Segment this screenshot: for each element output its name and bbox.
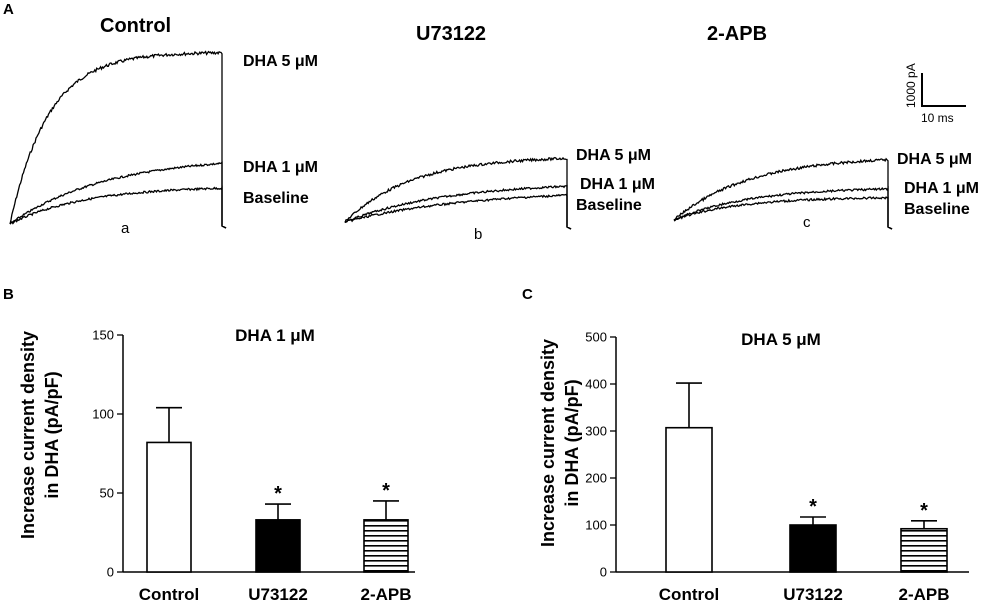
panel-letter-a: A [3, 1, 14, 18]
y-tick-label: 500 [585, 330, 607, 345]
y-tick-label: 100 [585, 518, 607, 533]
x-tick-label: Control [139, 585, 199, 604]
scale-bar-current-label: 1000 pA [904, 63, 918, 108]
y-axis-label-line: in DHA (pA/pF) [562, 379, 582, 506]
bar-chart-c: C DHA 5 μM Increase current density in DHA … [522, 286, 969, 604]
trace-control-baseline [9, 185, 227, 229]
x-tick-label: 2-APB [360, 585, 411, 604]
chart-title: DHA 1 μM [235, 326, 315, 345]
chart-title: DHA 5 μM [741, 330, 821, 349]
bar-2-apb [363, 519, 409, 573]
trace-2apb-dha5 [673, 157, 893, 230]
current-traces [9, 50, 893, 230]
bar-u73122 [255, 519, 301, 573]
trace-label-2apb-baseline: Baseline [904, 201, 970, 218]
bar-control [146, 441, 192, 573]
bar-chart-b: B DHA 1 μM Increase current density in DHA … [3, 286, 415, 604]
trace-label-u73122-dha1: DHA 1 μM [580, 176, 655, 193]
trace-u73122-dha5 [344, 156, 572, 230]
condition-title-u73122: U73122 [416, 23, 486, 45]
trace-u73122-dha1 [344, 184, 572, 230]
condition-title-control: Control [100, 15, 171, 37]
x-tick-label: 2-APB [898, 585, 949, 604]
significance-marker: * [920, 500, 928, 522]
scale-bar: 1000 pA 10 ms [904, 63, 966, 125]
trace-label-u73122-baseline: Baseline [576, 197, 642, 214]
y-tick-label: 0 [107, 565, 114, 580]
y-axis-label: Increase current density in DHA (pA/pF) [18, 331, 62, 539]
trace-label-control-dha5: DHA 5 μM [243, 53, 318, 70]
y-tick-label: 200 [585, 471, 607, 486]
y-axis-label-line: in DHA (pA/pF) [42, 371, 62, 498]
x-tick-label: U73122 [783, 585, 843, 604]
y-tick-label: 300 [585, 424, 607, 439]
trace-label-control-dha1: DHA 1 μM [243, 159, 318, 176]
bar-u73122 [789, 524, 837, 573]
y-tick-label: 400 [585, 377, 607, 392]
y-tick-label: 100 [92, 407, 114, 422]
y-tick-label: 150 [92, 328, 114, 343]
x-tick-label: U73122 [248, 585, 308, 604]
x-tick-label: Control [659, 585, 719, 604]
scale-bar-time-label: 10 ms [921, 111, 954, 125]
trace-sublabel-b: b [474, 226, 482, 243]
y-axis-label-line: Increase current density [18, 331, 38, 539]
trace-control-dha5 [9, 50, 227, 229]
panel-letter-c: C [522, 286, 533, 303]
trace-2apb-dha1 [673, 185, 893, 230]
trace-sublabel-c: c [803, 214, 811, 231]
y-axis-label-line: Increase current density [538, 339, 558, 547]
trace-label-u73122-dha5: DHA 5 μM [576, 147, 651, 164]
y-axis-label: Increase current density in DHA (pA/pF) [538, 339, 582, 547]
trace-2apb-baseline [673, 196, 893, 230]
bar-control [665, 426, 713, 573]
y-tick-label: 50 [100, 486, 114, 501]
y-tick-label: 0 [600, 565, 607, 580]
trace-u73122-baseline [344, 193, 572, 230]
panel-letter-b: B [3, 286, 14, 303]
significance-marker: * [274, 483, 282, 505]
bar-2-apb [900, 527, 948, 573]
trace-sublabel-a: a [121, 220, 130, 237]
condition-title-2apb: 2-APB [707, 23, 767, 45]
trace-label-2apb-dha5: DHA 5 μM [897, 151, 972, 168]
significance-marker: * [382, 480, 390, 502]
trace-control-dha1 [9, 161, 227, 229]
trace-label-2apb-dha1: DHA 1 μM [904, 180, 979, 197]
trace-label-control-baseline: Baseline [243, 190, 309, 207]
significance-marker: * [809, 496, 817, 518]
